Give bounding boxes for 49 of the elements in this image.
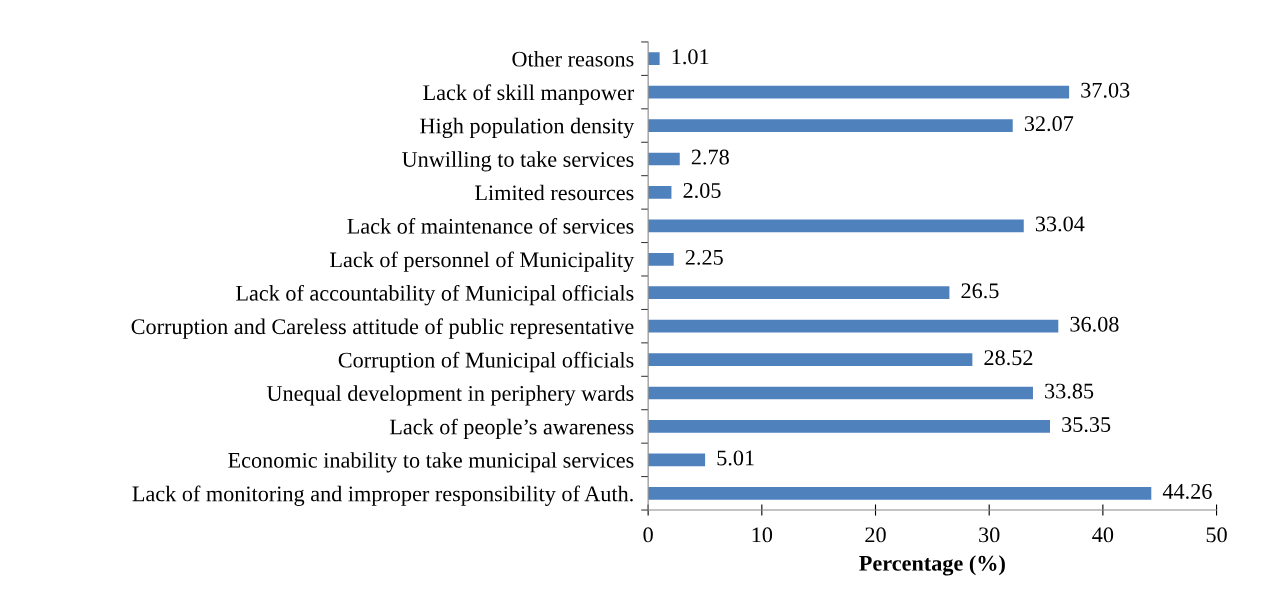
bar	[648, 420, 1051, 433]
x-tick-label: 40	[1092, 527, 1114, 543]
y-tick-label: High population density	[420, 117, 635, 139]
data-label: 35.35	[1062, 417, 1111, 433]
bar	[648, 85, 1070, 99]
bar	[648, 386, 1033, 400]
x-tick-label: 0	[643, 527, 653, 543]
bar	[648, 252, 674, 266]
y-tick-label: Lack of accountability of Municipal officials	[236, 284, 634, 306]
data-label: 1.01	[672, 49, 709, 65]
data-label: 37.03	[1081, 82, 1130, 98]
x-tick-label: 10	[752, 527, 773, 543]
y-tick-label: Lack of people’s awareness	[389, 418, 634, 439]
bar	[648, 186, 672, 199]
y-tick-label: Corruption and Careless attitude of public representative	[131, 318, 634, 339]
y-tick-label: Unequal development in periphery wards	[266, 385, 634, 406]
data-label: 2.78	[691, 149, 729, 165]
bar	[648, 286, 950, 300]
y-tick-label: Lack of personnel of Municipality	[330, 251, 635, 272]
bar	[648, 152, 680, 166]
y-tick-label: Lack of skill manpower	[423, 84, 635, 105]
data-label: 2.05	[683, 182, 721, 199]
data-label: 33.85	[1045, 383, 1094, 399]
data-label: 28.52	[984, 350, 1033, 366]
y-tick-label: Lack of monitoring and improper responsibility of Auth.	[132, 485, 633, 506]
y-tick-label: Other reasons	[512, 50, 634, 67]
bar	[648, 219, 1024, 233]
x-tick-label: 50	[1206, 527, 1227, 543]
data-label: 44.26	[1162, 483, 1212, 499]
data-label: 2.25	[685, 249, 723, 265]
y-tick-label: Lack of maintenance of services	[347, 217, 634, 234]
bar	[648, 119, 1013, 132]
x-tick-label: 20	[865, 527, 886, 543]
y-tick-label: Unwilling to take services	[402, 151, 634, 172]
y-tick-label: Limited resources	[475, 184, 634, 201]
bar	[648, 52, 660, 66]
y-tick-label: Economic inability to take municipal services	[228, 452, 634, 473]
data-label: 26.5	[961, 283, 999, 299]
y-tick-label: Corruption of Municipal officials	[338, 351, 634, 373]
bar	[648, 486, 1152, 500]
data-label: 32.07	[1024, 116, 1074, 132]
data-label: 36.08	[1070, 316, 1119, 332]
x-tick-label: 30	[979, 527, 1000, 543]
bar	[648, 353, 973, 366]
data-label: 33.04	[1035, 216, 1085, 232]
data-label: 5.01	[717, 450, 754, 466]
x-axis-title: Percentage (%)	[859, 555, 1005, 576]
bar	[648, 453, 706, 467]
bar	[648, 319, 1059, 333]
